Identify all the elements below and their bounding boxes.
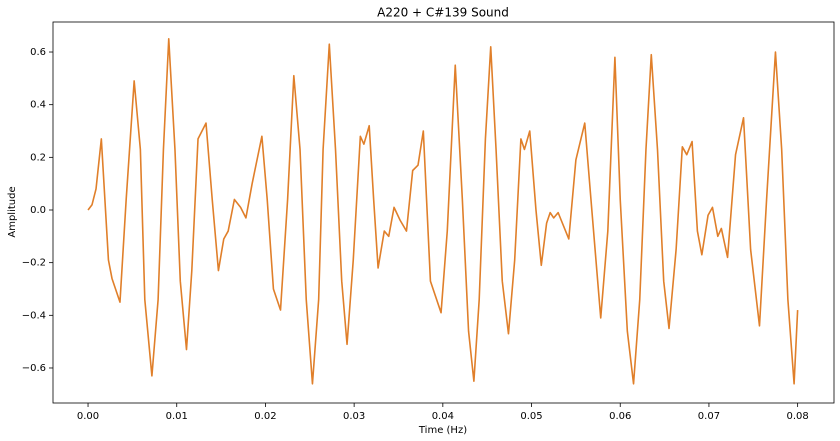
y-tick-label: −0.4	[22, 310, 46, 321]
x-tick-label: 0.04	[432, 411, 454, 422]
x-tick-label: 0.05	[520, 411, 542, 422]
y-tick-label: 0.0	[30, 205, 46, 216]
x-tick-label: 0.01	[166, 411, 188, 422]
x-tick-label: 0.07	[698, 411, 720, 422]
chart-title: A220 + C#139 Sound	[377, 6, 509, 20]
x-axis-label: Time (Hz)	[418, 425, 467, 436]
y-tick-label: 0.4	[30, 100, 46, 111]
y-axis-label: Amplitude	[7, 186, 18, 237]
x-tick-label: 0.00	[77, 411, 99, 422]
y-tick-label: 0.6	[30, 47, 46, 58]
x-tick-label: 0.03	[343, 411, 365, 422]
plot-frame	[52, 21, 835, 404]
line-series	[87, 38, 799, 385]
y-tick-label: 0.2	[30, 152, 46, 163]
y-tick-label: −0.2	[22, 258, 46, 269]
x-tick-label: 0.02	[254, 411, 276, 422]
x-tick-label: 0.06	[609, 411, 631, 422]
x-tick-label: 0.08	[787, 411, 809, 422]
y-tick-label: −0.6	[22, 363, 46, 374]
